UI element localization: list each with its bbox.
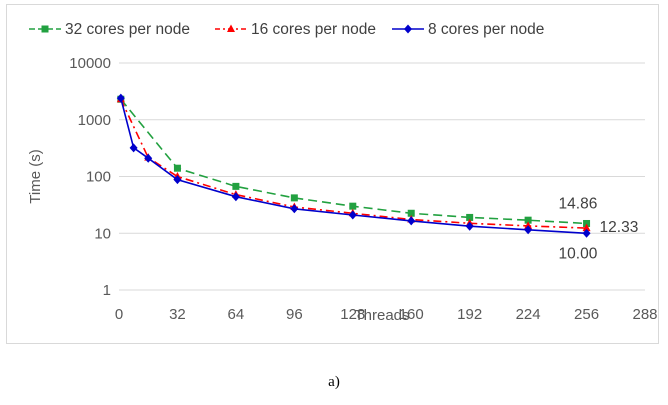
series-2-point (129, 143, 138, 153)
y-tick-label: 10 (94, 225, 111, 242)
y-axis-title: Time (s) (27, 149, 44, 203)
legend-label: 32 cores per node (65, 21, 190, 38)
series-2-point (144, 153, 153, 163)
x-tick-label: 224 (516, 306, 541, 323)
series-2-point (465, 221, 474, 231)
series-0-point (290, 194, 298, 202)
legend-label: 16 cores per node (251, 21, 376, 38)
series-0-point (173, 164, 181, 172)
series-1-point (524, 221, 533, 229)
x-tick-label: 32 (169, 306, 186, 323)
series-2-point (116, 93, 125, 103)
x-axis-title: Threads (354, 307, 409, 324)
series-2-point (173, 175, 182, 185)
data-label: 14.86 (559, 195, 598, 212)
x-tick-label: 64 (228, 306, 245, 323)
y-tick-label: 1 (103, 282, 111, 299)
x-tick-label: 192 (457, 306, 482, 323)
legend-marker-1 (227, 24, 235, 32)
y-tick-label: 100 (86, 169, 111, 186)
legend-label: 8 cores per node (428, 21, 544, 38)
series-1-point (582, 223, 591, 232)
series-0-point (466, 213, 474, 221)
series-0-point (349, 202, 357, 210)
x-tick-label: 256 (574, 306, 599, 323)
series-0-point (583, 219, 591, 227)
series-2-point (524, 225, 533, 235)
chart-frame (6, 4, 659, 344)
series-2-point (231, 192, 240, 202)
series-0-point (407, 209, 415, 217)
series-0-point (232, 182, 240, 190)
x-tick-label: 128 (340, 306, 365, 323)
data-label: 10.00 (559, 245, 598, 262)
series-2-point (290, 204, 299, 214)
series-2-point (348, 210, 357, 220)
figure-caption: a) (328, 374, 340, 390)
legend-marker-0 (41, 25, 49, 33)
series-2-point (582, 228, 591, 238)
legend-marker-2 (404, 24, 412, 34)
x-tick-label: 96 (286, 306, 303, 323)
y-tick-label: 10000 (69, 55, 111, 72)
series-2-point (407, 216, 416, 226)
x-tick-label: 160 (399, 306, 424, 323)
x-tick-label: 288 (632, 306, 657, 323)
series-0-point (524, 216, 532, 224)
y-tick-label: 1000 (78, 112, 111, 129)
data-label: 12.33 (600, 219, 639, 236)
x-tick-label: 0 (115, 306, 123, 323)
